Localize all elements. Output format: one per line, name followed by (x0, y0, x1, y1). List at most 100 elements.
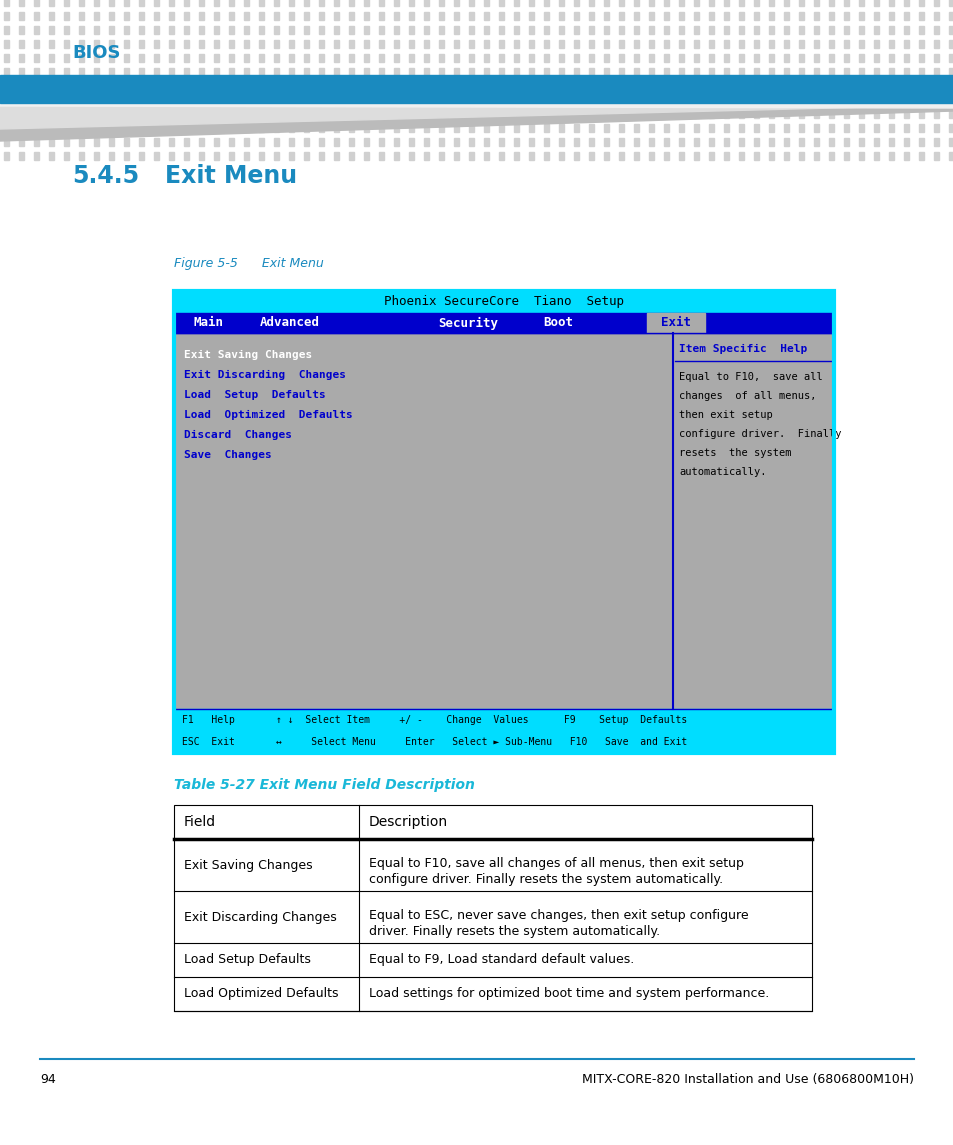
Bar (948, 40, 953, 48)
Bar (124, 96, 129, 104)
Bar (364, 0, 369, 6)
Bar (394, 11, 398, 19)
Bar (258, 96, 264, 104)
Bar (483, 11, 489, 19)
Bar (184, 139, 189, 147)
Bar (153, 0, 159, 6)
Bar (139, 82, 144, 90)
Bar (753, 0, 759, 6)
Bar (454, 11, 458, 19)
Bar (858, 54, 863, 62)
Bar (634, 124, 639, 132)
Bar (304, 0, 309, 6)
Bar (723, 96, 728, 104)
Bar (768, 124, 773, 132)
Bar (349, 40, 354, 48)
Bar (873, 40, 878, 48)
Bar (4, 139, 9, 147)
Bar (378, 96, 384, 104)
Bar (873, 11, 878, 19)
Bar (173, 291, 833, 753)
Bar (49, 68, 54, 76)
Bar (318, 152, 324, 160)
Bar (618, 0, 623, 6)
Bar (79, 11, 84, 19)
Bar (409, 54, 414, 62)
Bar (34, 40, 39, 48)
Bar (828, 11, 833, 19)
Bar (918, 26, 923, 34)
Bar (229, 124, 233, 132)
Bar (858, 124, 863, 132)
Bar (244, 68, 249, 76)
Bar (588, 124, 594, 132)
Bar (799, 0, 803, 6)
Bar (618, 96, 623, 104)
Bar (229, 54, 233, 62)
Bar (184, 54, 189, 62)
Bar (574, 26, 578, 34)
Bar (873, 152, 878, 160)
Bar (378, 54, 384, 62)
Bar (229, 96, 233, 104)
Bar (783, 54, 788, 62)
Bar (739, 110, 743, 118)
Bar (258, 11, 264, 19)
Bar (783, 124, 788, 132)
Bar (498, 26, 503, 34)
Bar (813, 40, 818, 48)
Bar (49, 124, 54, 132)
Bar (933, 40, 938, 48)
Bar (139, 124, 144, 132)
Bar (173, 805, 811, 1011)
Bar (529, 68, 534, 76)
Bar (409, 82, 414, 90)
Bar (153, 54, 159, 62)
Bar (394, 68, 398, 76)
Bar (543, 124, 548, 132)
Bar (648, 124, 654, 132)
Bar (558, 26, 563, 34)
Bar (244, 26, 249, 34)
Bar (184, 11, 189, 19)
Bar (169, 152, 173, 160)
Bar (349, 11, 354, 19)
Bar (903, 82, 908, 90)
Bar (349, 68, 354, 76)
Bar (888, 110, 893, 118)
Bar (334, 152, 338, 160)
Bar (213, 54, 219, 62)
Bar (723, 82, 728, 90)
Bar (469, 124, 474, 132)
Bar (679, 124, 683, 132)
Bar (918, 96, 923, 104)
Text: Exit Saving Changes: Exit Saving Changes (184, 859, 313, 871)
Bar (213, 68, 219, 76)
Bar (858, 40, 863, 48)
Bar (693, 68, 699, 76)
Bar (828, 96, 833, 104)
Bar (483, 0, 489, 6)
Bar (498, 124, 503, 132)
Bar (514, 152, 518, 160)
Text: MITX-CORE-820 Installation and Use (6806800M10H): MITX-CORE-820 Installation and Use (6806… (581, 1073, 913, 1085)
Bar (19, 124, 24, 132)
Bar (49, 54, 54, 62)
Bar (469, 139, 474, 147)
Bar (19, 110, 24, 118)
Bar (768, 96, 773, 104)
Bar (364, 40, 369, 48)
Bar (318, 124, 324, 132)
Bar (173, 731, 833, 753)
Bar (153, 139, 159, 147)
Bar (19, 40, 24, 48)
Bar (454, 152, 458, 160)
Bar (783, 82, 788, 90)
Bar (588, 26, 594, 34)
Bar (169, 96, 173, 104)
Bar (514, 68, 518, 76)
Bar (933, 152, 938, 160)
Bar (813, 152, 818, 160)
Bar (109, 82, 113, 90)
Bar (483, 54, 489, 62)
